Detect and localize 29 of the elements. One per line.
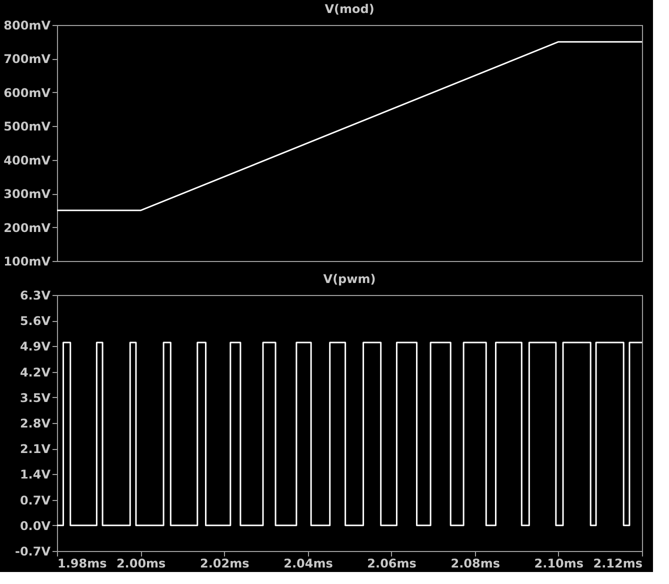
y-tick-label: 6.3V bbox=[20, 288, 52, 302]
y-tick-label: 1.4V bbox=[20, 468, 52, 482]
y-tick-label: 4.9V bbox=[20, 340, 52, 354]
y-tick-label: 800mV bbox=[4, 18, 52, 32]
x-tick-label: 2.06ms bbox=[367, 556, 416, 570]
y-tick-label: 400mV bbox=[4, 153, 52, 168]
x-tick-label: 2.04ms bbox=[284, 556, 333, 570]
y-tick-label: 2.8V bbox=[20, 416, 52, 430]
x-tick-label: 2.02ms bbox=[200, 556, 250, 570]
y-tick-label: 0.0V bbox=[20, 518, 52, 533]
chart-title: V(mod) bbox=[324, 2, 374, 16]
y-tick-label: 600mV bbox=[4, 86, 52, 100]
y-tick-label: 100mV bbox=[4, 254, 52, 268]
y-tick-label: 200mV bbox=[4, 220, 52, 235]
x-tick-label: 2.10ms bbox=[534, 556, 584, 570]
y-tick-label: 500mV bbox=[4, 120, 52, 134]
y-tick-label: 3.5V bbox=[20, 390, 52, 405]
y-tick-label: -0.7V bbox=[14, 544, 52, 558]
chart-title: V(pwm) bbox=[323, 272, 376, 286]
x-tick-label: 1.98ms bbox=[58, 556, 107, 570]
x-tick-label: 2.12ms bbox=[593, 556, 642, 570]
x-tick-label: 2.08ms bbox=[450, 556, 500, 570]
y-tick-label: 4.2V bbox=[20, 365, 52, 380]
y-tick-label: 5.6V bbox=[20, 314, 52, 328]
y-tick-label: 0.7V bbox=[20, 493, 52, 508]
y-tick-label: 300mV bbox=[4, 187, 52, 202]
x-tick-label: 2.00ms bbox=[116, 556, 166, 570]
y-tick-label: 700mV bbox=[4, 52, 52, 66]
y-tick-label: 2.1V bbox=[20, 442, 52, 456]
